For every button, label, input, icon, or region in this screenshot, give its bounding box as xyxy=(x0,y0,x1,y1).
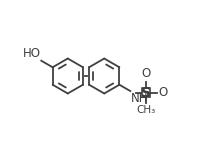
Bar xyxy=(142,88,150,97)
Text: NH: NH xyxy=(131,92,148,105)
Text: O: O xyxy=(141,67,151,80)
Text: S: S xyxy=(141,86,151,100)
Text: HO: HO xyxy=(22,47,41,60)
Text: CH₃: CH₃ xyxy=(136,105,156,115)
Text: S: S xyxy=(141,86,151,100)
Text: O: O xyxy=(158,86,168,99)
